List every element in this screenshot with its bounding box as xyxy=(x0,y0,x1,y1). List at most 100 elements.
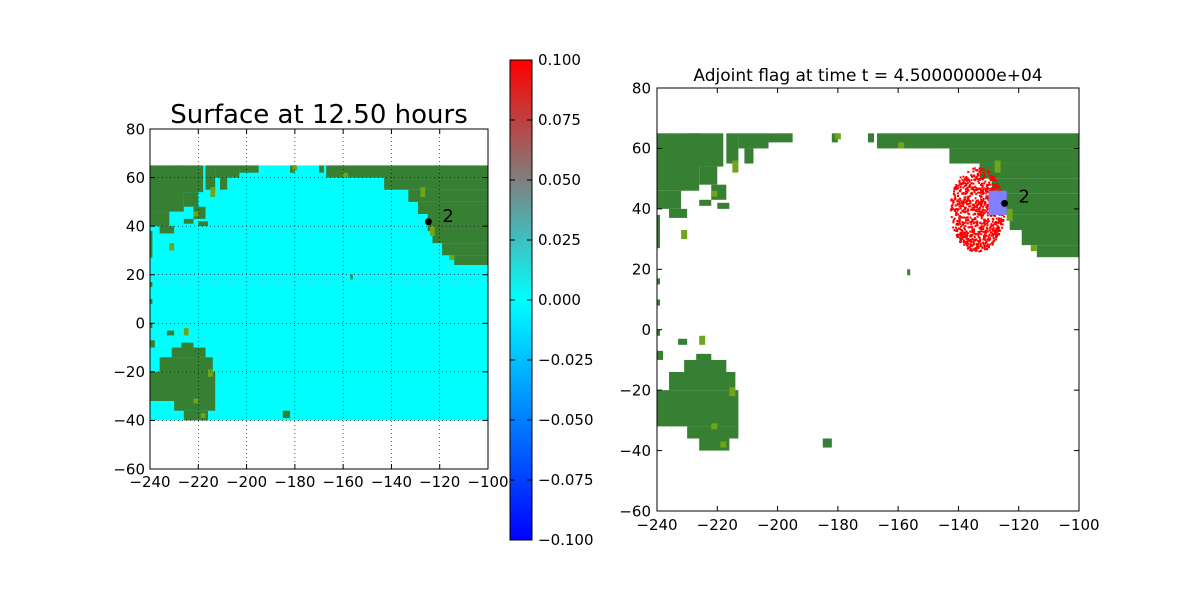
flag-cell xyxy=(964,219,967,222)
flag-cell xyxy=(972,206,975,209)
flag-cell xyxy=(962,180,965,183)
flag-cell xyxy=(976,215,979,218)
flag-cell xyxy=(983,209,986,212)
flag-cell xyxy=(958,218,961,221)
flag-cell xyxy=(970,188,973,191)
flag-cell xyxy=(980,217,983,220)
land-highlight-cell xyxy=(720,441,727,448)
land-cell xyxy=(454,255,488,265)
flag-cell xyxy=(965,183,968,186)
flag-cell xyxy=(963,236,966,239)
flag-cell xyxy=(982,234,985,237)
flag-cell xyxy=(959,176,962,179)
flag-cell xyxy=(965,240,968,243)
flag-cell xyxy=(966,244,969,247)
flag-cell xyxy=(988,181,991,184)
flag-cell xyxy=(986,170,989,173)
land-cell xyxy=(282,410,291,418)
flag-cell xyxy=(962,210,965,213)
flag-cell xyxy=(974,197,977,200)
flag-cell xyxy=(952,192,955,195)
land-cell xyxy=(215,165,240,178)
flag-cell xyxy=(960,202,963,205)
flag-cell xyxy=(957,227,960,230)
flag-cell xyxy=(977,203,980,206)
flag-cell xyxy=(991,229,994,232)
flag-cell xyxy=(971,186,974,189)
land-cell xyxy=(150,340,155,348)
flag-cell xyxy=(976,220,979,223)
flag-cell xyxy=(964,198,967,201)
flag-cell xyxy=(961,209,964,212)
flag-cell xyxy=(970,245,973,248)
flag-cell xyxy=(973,228,976,231)
land-cell xyxy=(326,165,488,178)
flag-cell xyxy=(979,187,982,190)
land-highlight-cell xyxy=(210,187,216,197)
flag-cell xyxy=(979,221,982,224)
surface-plot-area xyxy=(150,165,488,421)
x-tick-label: −120 xyxy=(419,473,460,491)
flag-cell xyxy=(986,183,989,186)
flag-cell xyxy=(991,183,994,186)
flag-cell xyxy=(955,211,958,214)
flag-cell xyxy=(985,205,988,208)
adjoint-plot-area xyxy=(657,133,1079,451)
y-tick-label: 60 xyxy=(632,140,651,158)
flag-cell xyxy=(994,230,997,233)
flag-cell xyxy=(971,203,974,206)
y-tick-label: −20 xyxy=(619,381,651,399)
flag-cell xyxy=(974,205,977,208)
flag-cell xyxy=(978,214,981,217)
flag-cell xyxy=(954,226,957,229)
flag-cell xyxy=(974,233,977,236)
land-cell xyxy=(684,359,727,373)
flag-cell xyxy=(993,184,996,187)
flag-cell xyxy=(966,222,969,225)
flag-cell xyxy=(977,187,980,190)
flag-cell xyxy=(993,223,996,226)
y-tick-label: −60 xyxy=(113,460,145,478)
flag-cell xyxy=(987,218,990,221)
flag-cell xyxy=(976,191,979,194)
flag-cell xyxy=(970,221,973,224)
flag-cell xyxy=(970,179,973,182)
flag-cell xyxy=(991,241,994,244)
flag-cell xyxy=(959,231,962,234)
flag-cell xyxy=(982,227,985,230)
x-tick-label: −140 xyxy=(371,473,412,491)
flag-cell xyxy=(975,224,978,227)
flag-cell xyxy=(971,206,974,209)
flag-cell xyxy=(958,197,961,200)
flag-cell xyxy=(968,184,971,187)
land-highlight-cell xyxy=(898,142,905,149)
flag-cell xyxy=(964,208,967,211)
flag-cell xyxy=(993,233,996,236)
flag-cell xyxy=(965,201,968,204)
flag-cell xyxy=(985,227,988,230)
land-cell xyxy=(183,342,194,350)
flag-cell xyxy=(996,226,999,229)
flag-cell xyxy=(966,186,969,189)
flag-cell xyxy=(963,239,966,242)
flag-cell xyxy=(991,175,994,178)
land-cell xyxy=(355,172,373,178)
x-tick-label: −100 xyxy=(467,473,508,491)
flag-cell xyxy=(977,234,980,237)
flag-cell xyxy=(999,219,1002,222)
flag-cell xyxy=(967,189,970,192)
flag-cell xyxy=(990,177,993,180)
flag-cell xyxy=(979,211,982,214)
flag-cell xyxy=(959,236,962,239)
flag-cell xyxy=(958,215,961,218)
flag-cell xyxy=(976,210,979,213)
flag-cell xyxy=(1001,214,1004,217)
flag-cell xyxy=(998,229,1001,232)
land-cell xyxy=(678,338,688,345)
flag-cell xyxy=(957,213,960,216)
y-tick-label: 80 xyxy=(126,120,145,138)
flag-cell xyxy=(999,188,1002,191)
flag-cell xyxy=(955,184,958,187)
flag-cell xyxy=(972,170,975,173)
flag-cell xyxy=(972,213,975,216)
